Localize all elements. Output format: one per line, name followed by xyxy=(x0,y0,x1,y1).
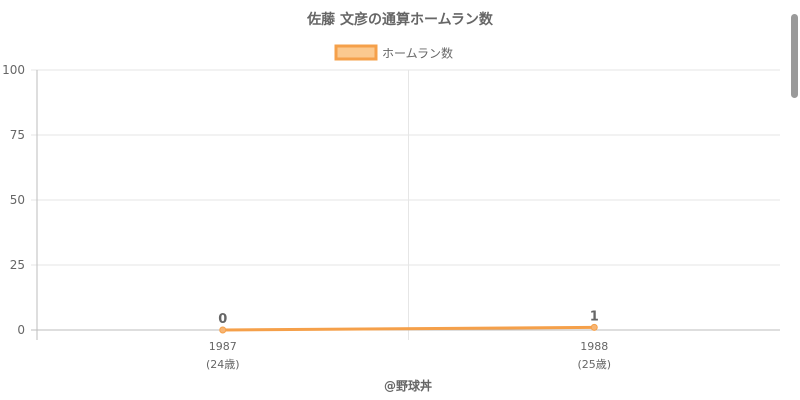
axes xyxy=(31,70,780,340)
y-tick-labels: 0 25 50 75 100 xyxy=(2,63,25,337)
x-tick-labels: 1987 (24歳) 1988 (25歳) xyxy=(206,340,611,371)
grid xyxy=(31,69,780,340)
series-ホームラン数 xyxy=(219,323,598,334)
legend-swatch xyxy=(334,44,378,61)
y-tick-label: 25 xyxy=(10,258,25,272)
y-tick-label: 50 xyxy=(10,193,25,207)
y-tick-label: 75 xyxy=(10,128,25,142)
data-label: 0 xyxy=(218,312,227,327)
footer-credit: @野球丼 xyxy=(384,378,432,393)
chart-title: 佐藤 文彦の通算ホームラン数 xyxy=(306,11,494,28)
x-tick-sublabel: (25歳) xyxy=(577,358,611,371)
x-tick-sublabel: (24歳) xyxy=(206,358,240,371)
legend[interactable]: ホームラン数 xyxy=(334,44,453,61)
y-tick-label: 100 xyxy=(2,63,25,77)
scrollbar-thumb[interactable] xyxy=(791,14,798,98)
series-line xyxy=(222,325,595,332)
data-label: 1 xyxy=(590,309,599,324)
y-tick-label: 0 xyxy=(17,323,25,337)
x-tick-label: 1987 xyxy=(209,340,237,353)
data-point xyxy=(590,323,598,331)
legend-label: ホームラン数 xyxy=(382,46,453,61)
data-point xyxy=(219,326,227,334)
x-tick-label: 1988 xyxy=(580,340,608,353)
